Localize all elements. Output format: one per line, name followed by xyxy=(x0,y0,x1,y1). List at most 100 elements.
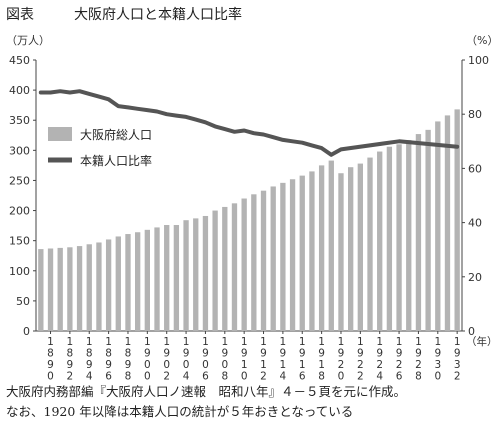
figure-label: 図表 xyxy=(6,7,34,23)
ratio-point xyxy=(78,89,82,93)
left-tick-label: 350 xyxy=(9,114,30,127)
ratio-point xyxy=(300,141,304,145)
ratio-point xyxy=(97,95,101,99)
population-bar xyxy=(183,220,189,331)
ratio-point xyxy=(145,108,149,112)
population-bar xyxy=(173,225,180,331)
ratio-point xyxy=(455,145,459,149)
left-tick-label: 100 xyxy=(9,265,30,278)
population-bar xyxy=(105,239,112,331)
population-bar xyxy=(164,225,170,331)
legend-label-ratio: 本籍人口比率 xyxy=(80,153,152,168)
ratio-point xyxy=(232,130,236,134)
population-bar xyxy=(347,167,354,331)
ratio-point xyxy=(174,114,178,118)
left-tick-label: 0 xyxy=(23,325,30,338)
population-bar xyxy=(299,175,305,331)
population-bar xyxy=(86,244,92,331)
population-bar xyxy=(241,198,247,331)
population-bar xyxy=(386,146,393,331)
chart-title: 図表 大阪府人口と本籍人口比率 xyxy=(6,4,242,24)
right-tick-label: 20 xyxy=(468,271,482,284)
chart-svg: （万人） （%） 0 50 100 150 200 250 300 350 400 450 0 20 4… xyxy=(6,34,498,380)
left-tick-label: 400 xyxy=(9,84,30,97)
right-tick-label: 0 xyxy=(468,325,475,338)
population-bar xyxy=(212,210,218,331)
ratio-point xyxy=(68,91,72,95)
population-bar xyxy=(435,121,441,331)
ratio-point xyxy=(87,92,91,96)
population-bar xyxy=(357,163,364,331)
ratio-point xyxy=(281,138,285,142)
legend-swatch-population xyxy=(48,127,72,141)
ratio-point xyxy=(203,120,207,124)
population-bar xyxy=(154,227,160,331)
ratio-point xyxy=(242,128,246,132)
population-bar xyxy=(202,215,209,331)
population-bar xyxy=(425,129,431,331)
population-bar xyxy=(193,218,199,331)
ratio-point xyxy=(397,139,401,143)
population-bar xyxy=(38,249,44,331)
ratio-point xyxy=(223,127,227,131)
ratio-line-layer xyxy=(38,89,460,157)
ratio-point xyxy=(329,153,333,157)
ratio-point xyxy=(252,131,256,135)
population-bar xyxy=(367,157,373,331)
population-bar xyxy=(338,173,344,331)
population-bar xyxy=(134,232,141,331)
bars xyxy=(38,109,460,331)
ratio-point xyxy=(49,91,53,95)
population-bar xyxy=(328,160,334,331)
ratio-point xyxy=(136,107,140,111)
population-bar xyxy=(231,203,238,331)
ratio-point xyxy=(291,139,295,143)
ratio-point xyxy=(320,146,324,150)
right-axis-unit: （%） xyxy=(466,34,498,47)
population-bar xyxy=(270,186,276,331)
left-tick-label: 450 xyxy=(9,54,30,67)
right-tick-label: 80 xyxy=(468,108,482,121)
ratio-point xyxy=(58,89,62,93)
population-bar xyxy=(280,182,286,331)
left-tick-label: 250 xyxy=(9,174,30,187)
left-tick-label: 200 xyxy=(9,205,30,218)
left-tick-label: 50 xyxy=(16,295,30,308)
ratio-point xyxy=(194,118,198,122)
left-axis-unit: （万人） xyxy=(6,34,50,47)
population-bar xyxy=(318,165,325,331)
population-bar xyxy=(96,242,102,331)
ratio-point xyxy=(126,105,130,109)
population-bar xyxy=(47,248,54,331)
left-tick-label: 150 xyxy=(9,235,30,248)
ratio-point xyxy=(262,133,266,137)
population-bar xyxy=(125,234,131,331)
population-bar xyxy=(406,140,412,331)
population-bar xyxy=(454,109,460,331)
ratio-point xyxy=(39,91,43,95)
population-bar xyxy=(67,247,73,331)
population-bar xyxy=(260,190,267,331)
tick-labels: 0 50 100 150 200 250 300 350 400 450 0 20 40 60 80 100 1… xyxy=(9,54,498,380)
population-bar xyxy=(222,206,228,331)
ratio-point xyxy=(116,104,120,108)
right-tick-label: 100 xyxy=(468,54,489,67)
legend-label-population: 大阪府総人口 xyxy=(80,127,152,142)
ratio-point xyxy=(155,109,159,113)
